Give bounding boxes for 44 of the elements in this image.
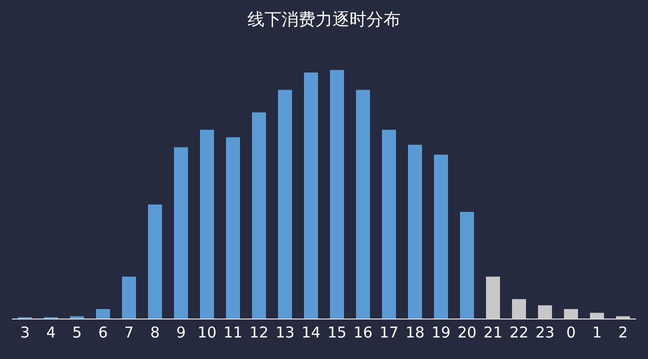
bar <box>408 144 422 319</box>
x-tick-label: 14 <box>301 324 321 342</box>
bar <box>200 130 214 319</box>
x-tick-label: 0 <box>566 324 576 342</box>
x-tick-label: 10 <box>197 324 217 342</box>
bar <box>434 154 448 319</box>
bar <box>278 90 292 319</box>
x-tick-label: 13 <box>275 324 295 342</box>
x-tick-label: 16 <box>353 324 373 342</box>
x-tick-label: 5 <box>72 324 82 342</box>
bar <box>96 309 110 319</box>
chart-title: 线下消费力逐时分布 <box>246 9 402 31</box>
bar <box>252 112 266 319</box>
x-tick-label: 6 <box>98 324 108 342</box>
x-tick-label: 19 <box>431 324 451 342</box>
bar <box>538 305 552 319</box>
x-tick-label: 11 <box>223 324 243 342</box>
bar <box>486 276 500 319</box>
x-tick-label: 18 <box>405 324 425 342</box>
bar <box>356 90 370 319</box>
bar <box>460 212 474 319</box>
x-tick-label: 20 <box>457 324 477 342</box>
x-tick-label: 23 <box>535 324 555 342</box>
bar <box>512 299 526 319</box>
bar <box>304 72 318 319</box>
bar <box>330 70 344 319</box>
x-tick-label: 3 <box>20 324 30 342</box>
x-tick-label: 21 <box>483 324 503 342</box>
x-tick-label: 12 <box>249 324 269 342</box>
x-tick-label: 9 <box>176 324 186 342</box>
bar <box>174 147 188 319</box>
bar <box>564 309 578 319</box>
x-tick-label: 15 <box>327 324 347 342</box>
x-tick-label: 22 <box>509 324 529 342</box>
x-tick-label: 7 <box>124 324 134 342</box>
x-tick-label: 4 <box>46 324 56 342</box>
x-tick-label: 2 <box>618 324 628 342</box>
bar <box>148 204 162 319</box>
bar <box>122 276 136 319</box>
bar <box>226 137 240 319</box>
x-tick-label: 8 <box>150 324 160 342</box>
x-tick-label: 17 <box>379 324 399 342</box>
bar <box>382 130 396 319</box>
x-tick-label: 1 <box>592 324 602 342</box>
